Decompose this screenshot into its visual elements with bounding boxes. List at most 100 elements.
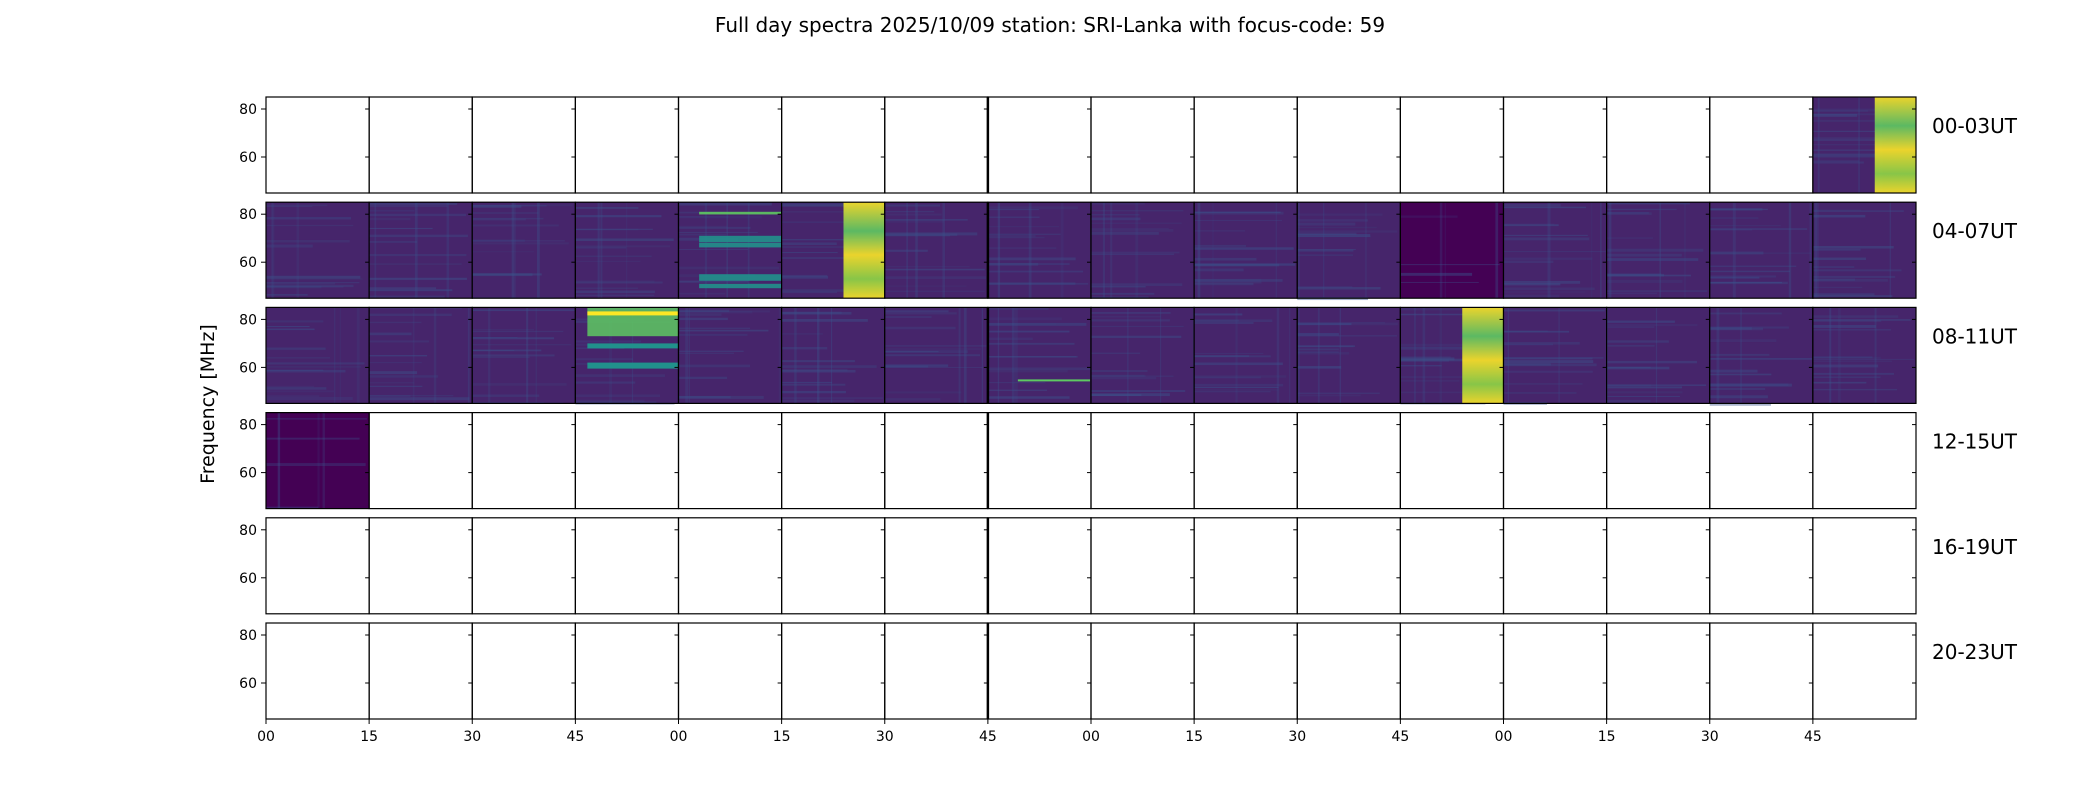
spectrum-panel <box>884 517 989 615</box>
y-tick-label: 60 <box>239 571 257 587</box>
spectrum-panel <box>368 306 473 404</box>
spectrum-panel <box>1606 201 1711 299</box>
spectrum-panel <box>781 517 886 615</box>
x-tick-label: 00 <box>257 729 275 745</box>
spectrum-panel <box>1090 412 1195 510</box>
spectrum-panel <box>1090 201 1195 299</box>
spectrum-panel <box>677 412 783 510</box>
spectrum-panel <box>1812 96 1917 194</box>
spectrum-panel <box>1399 517 1505 615</box>
spectrum-panel <box>471 517 576 615</box>
x-tick-label: 00 <box>670 729 688 745</box>
spectrum-panel <box>1296 201 1401 301</box>
spectrum-panel <box>471 96 576 194</box>
x-tick-label: 15 <box>1185 729 1203 745</box>
spectrum-panel <box>471 201 576 299</box>
spectrum-panel <box>987 517 1092 615</box>
spectrum-panel <box>1709 412 1814 510</box>
spectrum-panel <box>1193 201 1298 299</box>
spectrum-panel <box>1709 622 1814 720</box>
row-label: 08-11UT <box>1932 324 2018 348</box>
x-tick-label: 30 <box>1288 729 1306 745</box>
x-tick-label: 45 <box>1804 729 1822 745</box>
spectrum-panel <box>1399 306 1505 405</box>
spectrum-panel <box>1296 412 1401 510</box>
spectrum-panel <box>1399 201 1505 299</box>
spectrum-panel <box>1193 412 1298 510</box>
chart-title: Full day spectra 2025/10/09 station: SRI… <box>715 13 1385 37</box>
y-tick-label: 80 <box>239 207 257 223</box>
spectra-row: 80 60 08-11UT <box>239 306 2018 406</box>
spectrum-panel <box>368 201 473 299</box>
spectrum-panel <box>1399 96 1505 194</box>
spectrum-panel <box>265 517 370 615</box>
spectrum-panel <box>677 201 783 299</box>
x-tick-label: 45 <box>1391 729 1409 745</box>
spectrum-panel <box>1709 517 1814 615</box>
spectrum-panel <box>1812 412 1917 510</box>
spectrum-panel <box>987 96 1092 194</box>
spectrum-panel <box>1709 306 1815 406</box>
y-tick-label: 60 <box>239 466 257 482</box>
y-tick-label: 80 <box>239 312 257 328</box>
spectrum-panel <box>368 517 473 615</box>
spectra-rows: 80 60 00-03UT 80 60 04-07UT 80 60 08-11UT 80 60 12-… <box>239 96 2018 720</box>
spectrum-panel <box>368 412 473 510</box>
spectrum-panel <box>781 201 886 299</box>
spectrum-panel <box>677 96 783 194</box>
spectrum-panel <box>677 306 783 404</box>
y-tick-label: 60 <box>239 150 257 166</box>
spectrum-panel <box>884 412 989 510</box>
spectrum-panel <box>1709 201 1814 299</box>
x-tick-label: 30 <box>463 729 481 745</box>
y-tick-label: 60 <box>239 255 257 271</box>
spectrum-panel <box>987 622 1092 720</box>
y-tick-label: 80 <box>239 523 257 539</box>
spectrum-panel <box>265 412 370 510</box>
spectrum-panel <box>1502 622 1608 720</box>
spectrum-panel <box>1812 201 1917 299</box>
spectrum-panel <box>781 306 886 404</box>
spectrum-panel <box>1606 306 1712 404</box>
spectra-row: 80 60 20-23UT <box>239 622 2018 720</box>
spectra-row: 80 60 16-19UT <box>239 517 2018 615</box>
spectrum-panel <box>1399 412 1505 510</box>
spectrum-panel <box>574 517 680 615</box>
x-tick-label: 30 <box>876 729 894 745</box>
x-tick-label: 45 <box>566 729 584 745</box>
spectrum-panel <box>368 96 473 194</box>
spectrum-panel <box>1296 306 1401 404</box>
spectrum-panel <box>781 412 886 510</box>
spectrum-panel <box>1193 96 1298 194</box>
spectrum-panel <box>1606 412 1711 510</box>
spectrum-panel <box>1606 622 1711 720</box>
spectrum-panel <box>574 201 680 299</box>
spectra-row: 80 60 04-07UT <box>239 201 2018 301</box>
row-label: 04-07UT <box>1932 219 2018 243</box>
x-tick-label: 15 <box>360 729 378 745</box>
spectrum-panel <box>1193 622 1298 720</box>
spectrum-panel <box>1090 96 1195 194</box>
spectrum-panel <box>1606 517 1711 615</box>
spectrum-panel <box>265 306 370 404</box>
spectrum-panel <box>1090 517 1195 615</box>
spectrum-panel <box>1193 517 1298 615</box>
spectrum-panel <box>1296 517 1401 615</box>
row-label: 16-19UT <box>1932 535 2018 559</box>
spectrum-panel <box>574 412 680 510</box>
spectrum-panel <box>1399 622 1505 720</box>
spectrum-panel <box>1296 96 1401 194</box>
spectrum-panel <box>574 96 680 194</box>
spectrum-panel <box>1812 517 1917 615</box>
spectrum-panel <box>1502 201 1608 299</box>
spectrum-panel <box>265 96 370 194</box>
spectrum-panel <box>884 201 989 299</box>
spectrum-panel <box>1812 622 1917 720</box>
x-tick-label: 30 <box>1701 729 1719 745</box>
x-tick-label: 15 <box>773 729 791 745</box>
spectrum-panel <box>368 622 473 720</box>
spectrum-panel <box>471 412 576 510</box>
row-label: 12-15UT <box>1932 430 2018 454</box>
spectrum-panel <box>574 622 680 720</box>
